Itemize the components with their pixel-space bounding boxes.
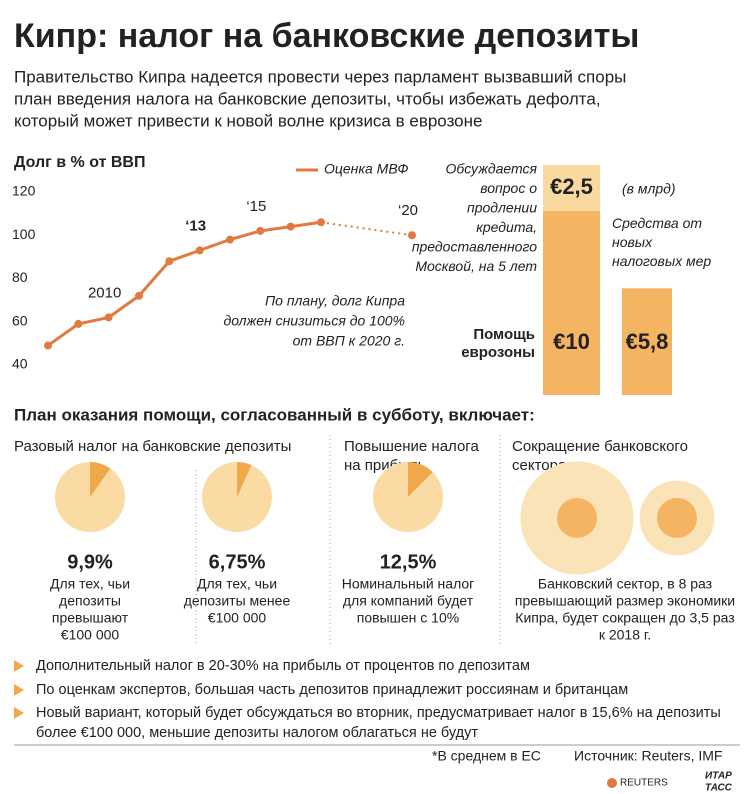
data-point <box>256 226 265 235</box>
bullet-text: Новый вариант, который будет обсуждаться… <box>36 705 721 721</box>
data-point <box>317 218 325 227</box>
value-label: 6,75% <box>209 551 266 573</box>
pie-slice <box>90 462 111 497</box>
economy-circle <box>657 498 697 538</box>
data-point <box>74 319 83 328</box>
subtitle-line: который может привести к новой волне кри… <box>14 111 482 130</box>
pie-slice <box>408 462 433 497</box>
pie-caption: для компаний будет <box>343 593 474 609</box>
data-point <box>104 313 113 322</box>
annotation: должен снизиться до 100% <box>223 313 405 329</box>
logo: REUTERS <box>620 778 668 789</box>
value-label: 12,5% <box>380 551 437 573</box>
y-tick-label: 80 <box>12 269 28 285</box>
source: Источник: Reuters, IMF <box>574 748 722 764</box>
bar-segment <box>543 165 600 211</box>
pie-caption: депозиты менее <box>184 593 291 609</box>
circles-caption: Кипра, будет сокращен до 3,5 раз <box>515 610 734 626</box>
bullet-text: более €100 000, меньшие депозиты налогом… <box>36 725 478 741</box>
segment-label: Средства от <box>612 215 702 231</box>
data-point <box>226 235 234 244</box>
data-line <box>47 220 322 347</box>
unit-note: (в млрд) <box>622 181 676 197</box>
data-point <box>135 291 143 300</box>
pie-caption: €100 000 <box>208 610 267 626</box>
segment-label: продлении <box>467 200 537 216</box>
x-tick-label: ‘20 <box>398 202 418 219</box>
logo: ТАСС <box>705 783 733 794</box>
data-point <box>165 257 174 266</box>
segment-label: Помощь <box>473 326 535 343</box>
circles-caption: к 2018 г. <box>599 627 651 643</box>
circles-caption: Банковский сектор, в 8 раз <box>538 576 712 592</box>
data-point <box>195 246 204 255</box>
economy-circle <box>557 498 597 538</box>
bar-segment <box>622 288 672 395</box>
title: Кипр: налог на банковские депозиты <box>14 17 639 55</box>
pie-caption: Для тех, чьи <box>197 576 277 592</box>
bar-segment <box>543 211 600 395</box>
logo-mark <box>607 778 617 788</box>
x-tick-label: ‘15 <box>246 198 266 215</box>
plan-heading: План оказания помощи, согласованный в су… <box>14 405 535 424</box>
bullet-text: Дополнительный налог в 20-30% на прибыль… <box>36 658 530 674</box>
chart-title: Долг в % от ВВП <box>14 154 145 171</box>
value-label: €2,5 <box>550 174 593 199</box>
subtitle-line: план введения налога на банковские депоз… <box>14 89 601 108</box>
data-point <box>408 231 416 240</box>
y-tick-label: 120 <box>12 183 36 199</box>
annotation: от ВВП к 2020 г. <box>293 333 405 349</box>
x-tick-label: 2010 <box>88 284 121 301</box>
pie-caption: €100 000 <box>61 627 120 643</box>
value-label: €5,8 <box>626 329 669 354</box>
bullet-marker <box>14 707 24 719</box>
segment-label: предоставленного <box>412 239 537 255</box>
segment-label: налоговых мер <box>612 253 711 269</box>
segment-label: кредита, <box>476 219 537 235</box>
pie-slice <box>237 462 252 497</box>
pie-caption: превышают <box>52 610 129 626</box>
data-point <box>44 341 52 350</box>
subtitle-line: Правительство Кипра надеется провести че… <box>14 67 626 86</box>
legend-label: Оценка МВФ <box>324 161 409 177</box>
pie-caption: повышен с 10% <box>357 610 459 626</box>
section-title: Разовый налог на банковские депозиты <box>14 438 291 455</box>
circles-caption: превышающий размер экономики <box>515 593 735 609</box>
bullet-marker <box>14 660 24 672</box>
y-tick-label: 40 <box>12 356 28 372</box>
footnote: *В среднем в ЕС <box>432 748 541 764</box>
pie-caption: Номинальный налог <box>342 576 475 592</box>
logo: ИТАР <box>705 771 732 782</box>
value-label: €10 <box>553 329 590 354</box>
section-title: Повышение налога <box>344 438 479 455</box>
segment-label: новых <box>612 234 653 250</box>
segment-label: Москвой, на 5 лет <box>415 258 537 274</box>
data-point <box>286 222 295 231</box>
projection-line <box>320 221 413 237</box>
y-tick-label: 60 <box>12 312 28 328</box>
value-label: 9,9% <box>67 551 113 573</box>
segment-label: вопрос о <box>480 180 537 196</box>
bullet-marker <box>14 684 24 696</box>
segment-label: Обсуждается <box>445 161 537 177</box>
segment-label: еврозоны <box>461 344 535 361</box>
section-title: Сокращение банковского <box>512 438 688 455</box>
bullet-text: По оценкам экспертов, большая часть депо… <box>36 682 628 698</box>
pie-caption: Для тех, чьи <box>50 576 130 592</box>
annotation: По плану, долг Кипра <box>265 293 405 309</box>
x-tick-label: ‘13 <box>185 217 206 234</box>
pie-caption: депозиты <box>59 593 121 609</box>
y-tick-label: 100 <box>12 226 36 242</box>
